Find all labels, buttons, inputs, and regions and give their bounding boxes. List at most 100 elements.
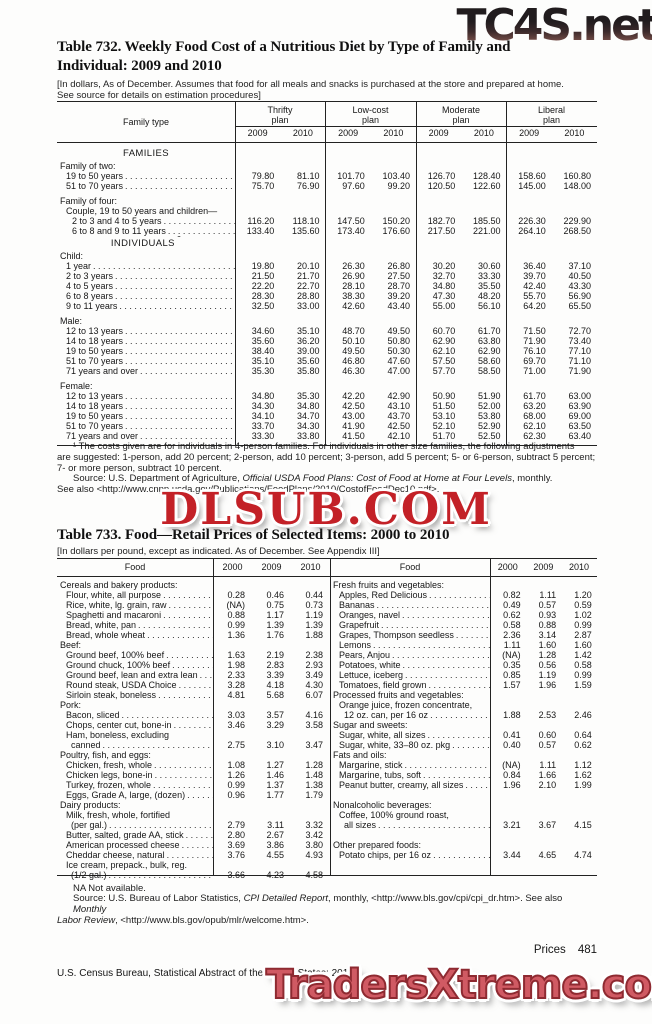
table-row (330, 790, 597, 800)
table-row: Fats and oils: (330, 750, 597, 760)
value-cell: 53.80 (477, 411, 501, 421)
dot-leader (164, 216, 235, 226)
table-row: Potato chips, per 16 oz 3.44 4.65 4.74 (330, 850, 597, 860)
dot-leader (163, 610, 213, 620)
value-cell: 81.10 (296, 171, 320, 181)
value-cell: 43.30 (568, 281, 591, 291)
value-cell: 0.57 (538, 740, 557, 750)
value-cell: 62.90 (432, 336, 456, 346)
dot-leader (115, 281, 235, 291)
row-label-text: Grapefruit (339, 620, 380, 630)
row-label: Fats and oils: (330, 750, 490, 760)
table-row: Lettuce, iceberg 0.85 1.19 0.99 (330, 670, 597, 680)
value-cell: 79.80 (251, 171, 275, 181)
value-cell: 20.10 (296, 261, 320, 271)
value-cell: 101.70 (337, 171, 365, 181)
row-label: Family of four: (57, 196, 235, 206)
table-row: Cheddar cheese, natural 3.76 4.55 4.93 (57, 850, 330, 860)
value-cell: 36.40 (523, 261, 546, 271)
value-cell: 4.16 (305, 710, 323, 720)
table-row: all sizes 3.21 3.67 4.15 (330, 820, 597, 830)
value-cell: 3.69 (227, 840, 245, 850)
footnote-line: 7- or more person, subtract 10 percent. (57, 462, 222, 474)
row-label: Eggs, Grade A, large, (dozen) (57, 790, 213, 800)
row-label: FAMILIES (57, 146, 235, 161)
row-label: Flour, white, all purpose (57, 590, 213, 600)
row-label-text: Round steak, USDA Choice (66, 680, 177, 690)
row-label-text: 4 to 5 years (66, 281, 114, 291)
table-row: 12 to 13 years 34.60 35.10 48.70 49.50 60.70 6… (57, 326, 597, 336)
row-label-text: 71 years and over (66, 431, 139, 441)
value-cell: 51.70 (432, 431, 456, 441)
plan-name: Liberal (537, 104, 566, 115)
row-label: 6 to 8 and 9 to 11 years (57, 226, 235, 236)
watermark-tradersxtreme: TradersXtreme.com (265, 961, 652, 1009)
row-label-text: all sizes (344, 820, 377, 830)
table-row: Sirloin steak, boneless 4.81 5.68 6.07 (57, 690, 330, 700)
value-cell: 48.70 (342, 326, 365, 336)
value-cell: 148.00 (563, 181, 591, 191)
table-row: (per gal.) 2.79 3.11 3.32 (57, 820, 330, 830)
value-cell: 0.99 (227, 620, 245, 630)
row-label: Tomatoes, field grown (330, 680, 490, 690)
value-cell: 1.42 (574, 650, 592, 660)
value-cell: (NA) (502, 650, 521, 660)
value-cell: 28.30 (251, 291, 275, 301)
value-cell: 4.30 (305, 680, 323, 690)
value-cell: 268.50 (563, 226, 591, 236)
row-label: (per gal.) (57, 820, 213, 830)
table-row: 12 to 13 years 34.80 35.30 42.20 42.90 50.90 5… (57, 391, 597, 401)
food-column-header: Food (124, 562, 146, 572)
table-row: Other prepared foods: (330, 840, 597, 850)
value-cell: 52.90 (477, 421, 501, 431)
dot-leader (456, 630, 490, 640)
row-label: Potato chips, per 16 oz (330, 850, 490, 860)
value-cell: 42.10 (387, 431, 410, 441)
value-cell: 43.00 (342, 411, 365, 421)
watermark-tc4s: TC4S.net (456, 0, 652, 51)
table733-right-half: Fresh fruits and vegetables: Apples, Red … (330, 577, 597, 880)
value-cell: 65.50 (568, 301, 591, 311)
value-cell: 1.79 (305, 790, 323, 800)
na-note-text: NA Not available. (73, 883, 146, 894)
table-row: Lemons 1.11 1.60 1.60 (330, 640, 597, 650)
table-row: Grapes, Thompson seedless 2.36 3.14 2.87 (330, 630, 597, 640)
value-cell: 0.88 (538, 620, 557, 630)
plan-header: Moderate plan (416, 104, 506, 125)
value-cell: 3.29 (266, 720, 284, 730)
table-row: Cereals and bakery products: (57, 580, 330, 590)
row-label-text: 19 to 50 years (66, 411, 124, 421)
dot-leader (430, 710, 490, 720)
row-label-text: Family of four: (60, 196, 118, 206)
plan-header: Thrifty plan (235, 104, 325, 125)
row-label: Family of two: (57, 161, 235, 171)
value-cell: 62.10 (432, 346, 456, 356)
value-cell: 1.66 (538, 770, 557, 780)
dot-leader (403, 660, 490, 670)
value-cell: 3.21 (503, 820, 521, 830)
value-cell: 0.84 (503, 770, 521, 780)
value-cell: 35.50 (477, 281, 501, 291)
row-label: Milk, fresh, whole, fortified (57, 810, 213, 820)
value-cell: 1.08 (227, 760, 245, 770)
row-label-text: Bacon, sliced (66, 710, 120, 720)
value-cell: 182.70 (427, 216, 456, 226)
table-row: 12 oz. can, per 16 oz 1.88 2.53 2.46 (330, 710, 597, 720)
table-row: Potatoes, white 0.35 0.56 0.58 (330, 660, 597, 670)
row-label: Butter, salted, grade AA, stick (57, 830, 213, 840)
table-row: Sugar, white, 33–80 oz. pkg 0.40 0.57 0.62 (330, 740, 597, 750)
value-cell: 57.70 (432, 366, 456, 376)
dot-leader (125, 421, 235, 431)
plan-sub: plan (361, 114, 379, 125)
table732-title-line2: Individual: 2009 and 2010 (57, 58, 222, 74)
row-label-text: Nonalcoholic beverages: (333, 800, 432, 810)
row-label: Pork: (57, 700, 213, 710)
row-label-text: Potato chips, per 16 oz (339, 850, 432, 860)
row-label: Poultry, fish, and eggs: (57, 750, 213, 760)
row-label-text: Male: (60, 316, 83, 326)
value-cell: 264.10 (518, 226, 546, 236)
row-label: Turkey, frozen, whole (57, 780, 213, 790)
table-row: 4 to 5 years 22.20 22.70 28.10 28.70 34.80 35.… (57, 281, 597, 291)
table732-note: [In dollars, As of December. Assumes tha… (57, 79, 587, 101)
dot-leader (115, 291, 235, 301)
